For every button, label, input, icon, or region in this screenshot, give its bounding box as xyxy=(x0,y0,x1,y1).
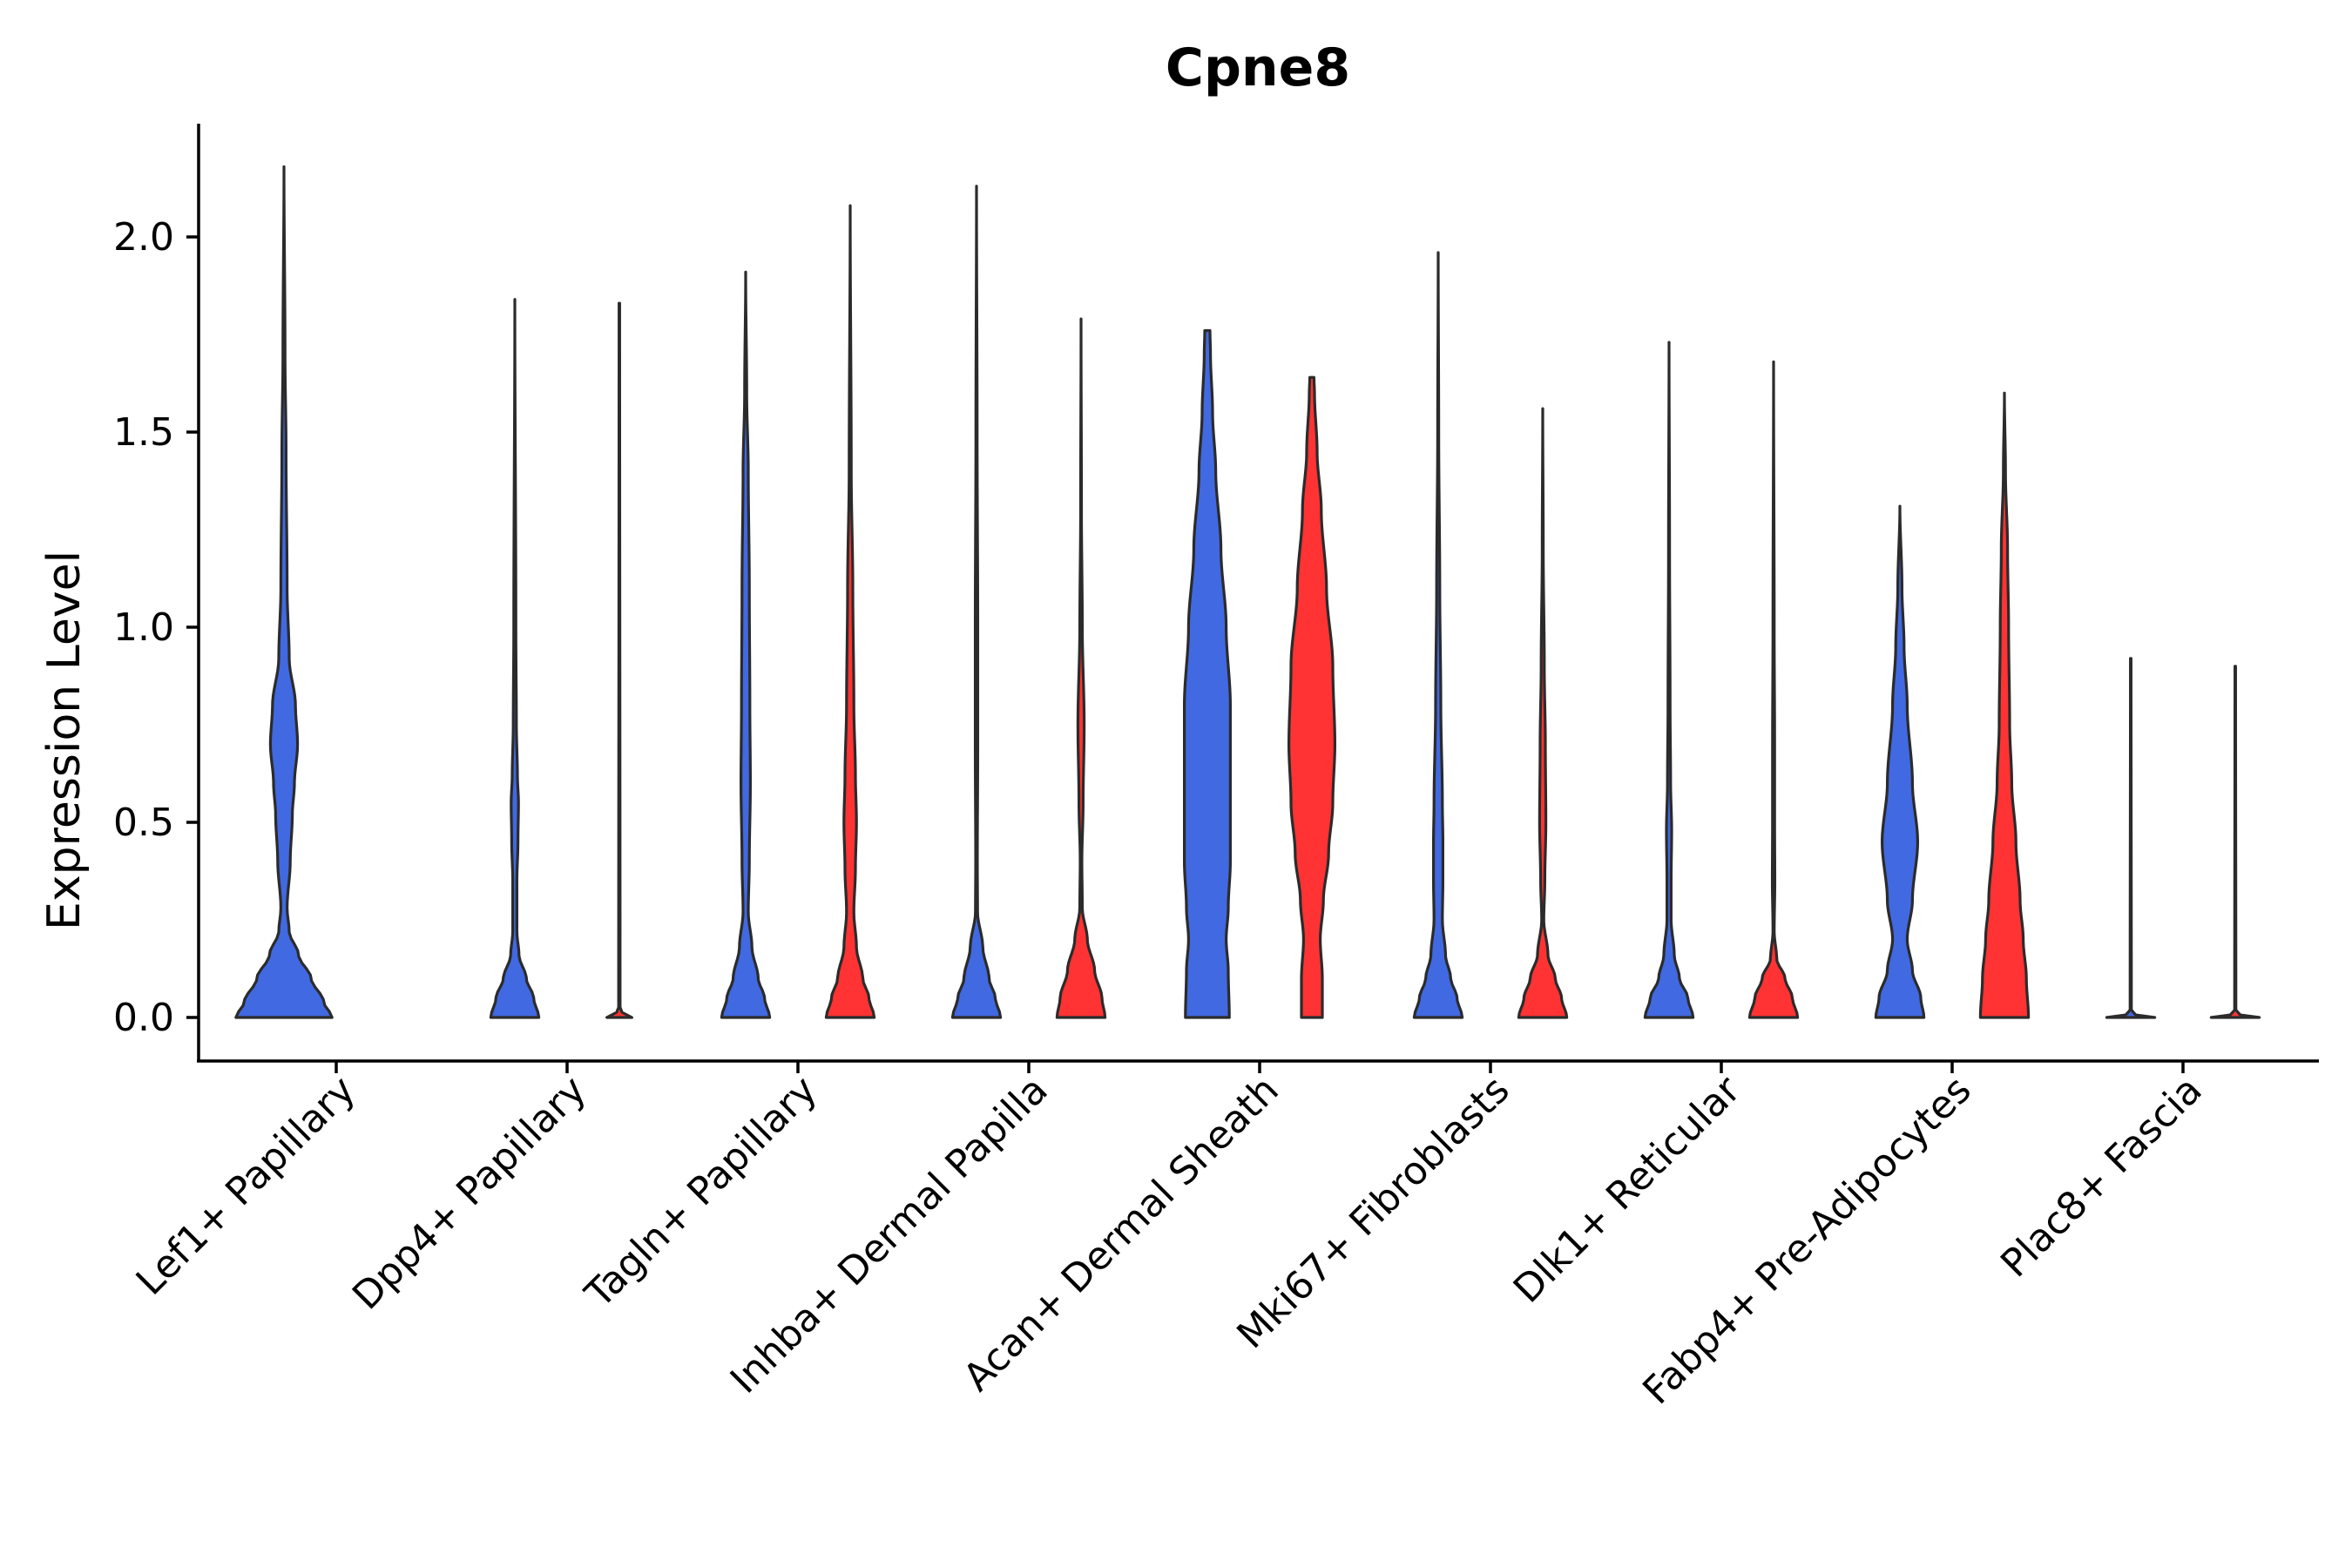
violin-red xyxy=(1978,391,2031,1019)
y-tick-label: 1.0 xyxy=(113,605,174,650)
y-ticks: 0.0 0.5 1.0 1.5 2.0 xyxy=(113,215,199,1040)
violin-blue xyxy=(720,270,772,1019)
x-category-label: Tagln+ Papillary xyxy=(577,1068,826,1317)
violin-blue xyxy=(950,185,1003,1019)
violin-red xyxy=(605,301,633,1019)
y-tick-label: 0.0 xyxy=(113,996,174,1040)
y-tick-label: 2.0 xyxy=(113,215,174,260)
violin-red xyxy=(1747,360,1800,1019)
violin-red xyxy=(1288,375,1336,1019)
x-category-label: Dlk1+ Reticular xyxy=(1505,1067,1750,1312)
x-category-label: Plac8+ Fascia xyxy=(1992,1068,2211,1287)
violin-blue xyxy=(489,298,541,1019)
violin-red xyxy=(824,204,876,1019)
y-tick-label: 1.5 xyxy=(113,410,174,455)
violin-blue xyxy=(1183,328,1232,1019)
axes xyxy=(197,124,2319,1063)
violin-blue xyxy=(1643,341,1695,1019)
violin-red xyxy=(1517,407,1569,1019)
violin-red xyxy=(2209,665,2261,1019)
violin-blue xyxy=(1412,251,1464,1019)
y-tick-label: 0.5 xyxy=(113,801,174,845)
violin-group xyxy=(234,165,2261,1019)
violin-blue xyxy=(2105,657,2157,1019)
x-category-label: Dpp4+ Papillary xyxy=(344,1068,595,1319)
chart-title: Cpne8 xyxy=(1166,37,1350,98)
violin-red xyxy=(1055,317,1107,1019)
x-category-label: Lef1+ Papillary xyxy=(128,1068,364,1304)
y-axis-label: Expression Level xyxy=(38,551,91,930)
violin-blue xyxy=(1874,504,1926,1019)
violin-blue xyxy=(234,165,334,1019)
